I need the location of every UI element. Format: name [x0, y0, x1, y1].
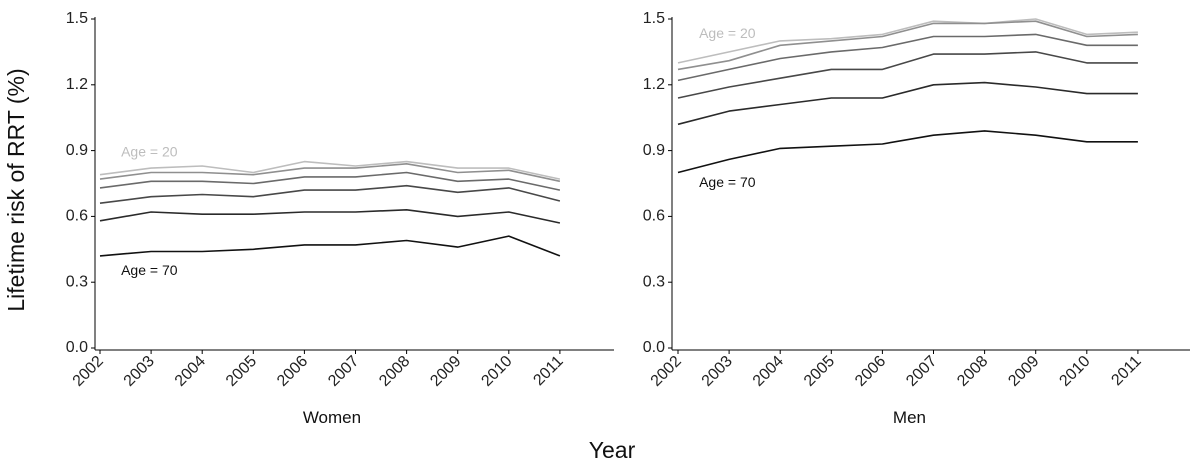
x-tick-label: 2008 [954, 353, 991, 390]
y-tick-label: 0.6 [66, 208, 88, 225]
x-tick-label: 2006 [852, 353, 889, 390]
series-line-3 [99, 171, 561, 191]
series-line-4 [99, 184, 561, 204]
y-tick-label: 0.0 [66, 339, 88, 356]
x-tick-label: 2005 [223, 353, 260, 390]
x-tick-label: 2009 [427, 353, 464, 390]
series-line-1 [99, 160, 561, 180]
x-tick-label: 2004 [750, 353, 787, 390]
y-tick-label: 1.2 [643, 76, 665, 93]
x-tick-label: 2002 [648, 353, 685, 390]
x-axis-label: Year [589, 437, 636, 463]
x-tick-label: 2002 [70, 353, 107, 390]
annotation-age-70: Age = 70 [699, 174, 756, 190]
y-tick-label: 0.9 [643, 142, 665, 159]
x-tick-label: 2010 [478, 353, 515, 390]
x-tick-label: 2009 [1005, 353, 1042, 390]
annotation-age-70: Age = 70 [121, 262, 178, 278]
series-line-5 [99, 209, 561, 224]
y-tick-label: 0.9 [66, 142, 88, 159]
series-line-2 [99, 163, 561, 183]
panel-men: 0.0 0.3 0.6 0.9 1.2 1.5 2002 2003 2004 2005 2006 20… [643, 10, 1190, 427]
series-line-3 [677, 33, 1138, 82]
y-tick-label: 0.3 [643, 273, 665, 290]
series-line-1 [677, 18, 1138, 64]
panel-women: 0.0 0.3 0.6 0.9 1.2 1.5 2002 2003 2004 2005 2006 20… [66, 10, 614, 427]
series-line-6 [99, 235, 561, 257]
y-tick-label: 0.3 [66, 273, 88, 290]
y-tick-label: 0.6 [643, 208, 665, 225]
panel-label: Women [303, 408, 361, 427]
x-tick-label: 2011 [1108, 353, 1144, 389]
x-tick-label: 2003 [699, 353, 736, 390]
x-tick-label: 2010 [1056, 353, 1093, 390]
x-tick-label: 2007 [325, 353, 362, 390]
panel-label: Men [893, 408, 926, 427]
y-tick-label: 1.2 [66, 76, 88, 93]
x-tick-label: 2003 [121, 353, 158, 390]
x-tick-label: 2007 [903, 353, 940, 390]
x-tick-label: 2006 [274, 353, 311, 390]
x-tick-label: 2004 [172, 353, 209, 390]
y-axis-label: Lifetime risk of RRT (%) [3, 68, 29, 311]
panels-group: 0.0 0.3 0.6 0.9 1.2 1.5 2002 2003 2004 2005 2006 20… [66, 10, 1190, 427]
x-tick-label: 2008 [376, 353, 413, 390]
y-tick-label: 1.5 [643, 10, 665, 27]
series-line-6 [677, 130, 1138, 174]
y-tick-label: 0.0 [643, 339, 665, 356]
series-line-4 [677, 51, 1138, 99]
x-tick-label: 2011 [530, 353, 566, 389]
annotation-age-20: Age = 20 [699, 25, 756, 41]
y-tick-label: 1.5 [66, 10, 88, 27]
series-line-5 [677, 81, 1138, 126]
series-line-2 [677, 20, 1138, 71]
annotation-age-20: Age = 20 [121, 143, 178, 159]
x-tick-label: 2005 [801, 353, 838, 390]
